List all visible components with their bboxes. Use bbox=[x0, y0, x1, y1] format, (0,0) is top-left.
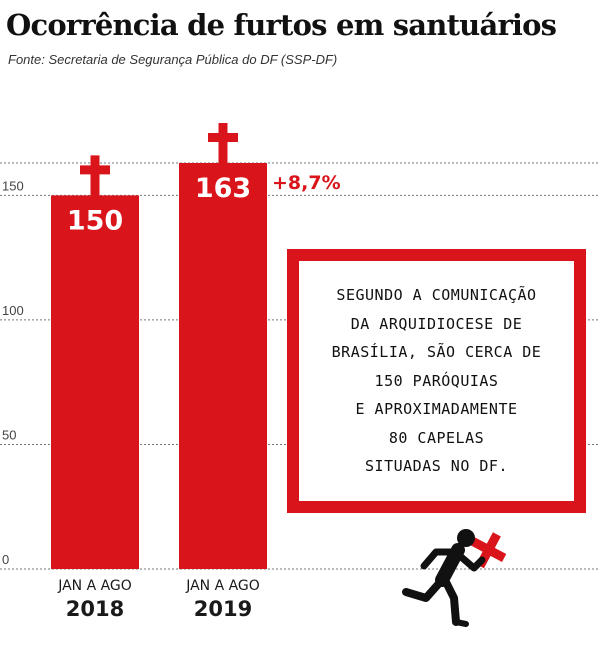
x-category-year: 2019 bbox=[194, 597, 252, 621]
cross-icon bbox=[80, 165, 110, 175]
bar bbox=[51, 195, 139, 569]
bar-data-label: 163 bbox=[195, 173, 251, 204]
callout-line: 150 PARÓQUIAS bbox=[374, 371, 499, 390]
callout-line: SEGUNDO A COMUNICAÇÃO bbox=[336, 286, 537, 305]
callout-line: BRASÍLIA, SÃO CERCA DE bbox=[331, 343, 542, 362]
chart-source: Fonte: Secretaria de Segurança Pública d… bbox=[8, 52, 338, 67]
running-thief-with-cross-icon bbox=[402, 529, 507, 627]
y-tick-label: 150 bbox=[2, 178, 24, 193]
bar-data-label: 150 bbox=[67, 205, 123, 236]
callout-line: SITUADAS NO DF. bbox=[365, 457, 508, 476]
y-tick-label: 100 bbox=[2, 303, 24, 318]
x-category-label: JAN A AGO bbox=[57, 578, 132, 594]
cross-icon bbox=[218, 123, 228, 164]
cross-icon bbox=[90, 155, 100, 197]
growth-annotation: +8,7% bbox=[272, 172, 341, 194]
callout-line: 80 CAPELAS bbox=[388, 428, 485, 447]
cross-icon bbox=[208, 133, 238, 142]
callout-text: SEGUNDO A COMUNICAÇÃO DA ARQUIDIOCESE DE… bbox=[299, 281, 574, 481]
chart-title: Ocorrência de furtos em santuários bbox=[6, 8, 557, 42]
x-category-label: JAN A AGO bbox=[185, 578, 260, 594]
y-tick-label: 0 bbox=[2, 552, 9, 567]
y-tick-label: 50 bbox=[2, 427, 16, 442]
callout-line: DA ARQUIDIOCESE DE bbox=[350, 314, 523, 333]
x-category-year: 2018 bbox=[66, 597, 124, 621]
callout-line: E APROXIMADAMENTE bbox=[355, 400, 518, 419]
info-callout-box: SEGUNDO A COMUNICAÇÃO DA ARQUIDIOCESE DE… bbox=[287, 249, 586, 513]
bar bbox=[179, 163, 267, 569]
